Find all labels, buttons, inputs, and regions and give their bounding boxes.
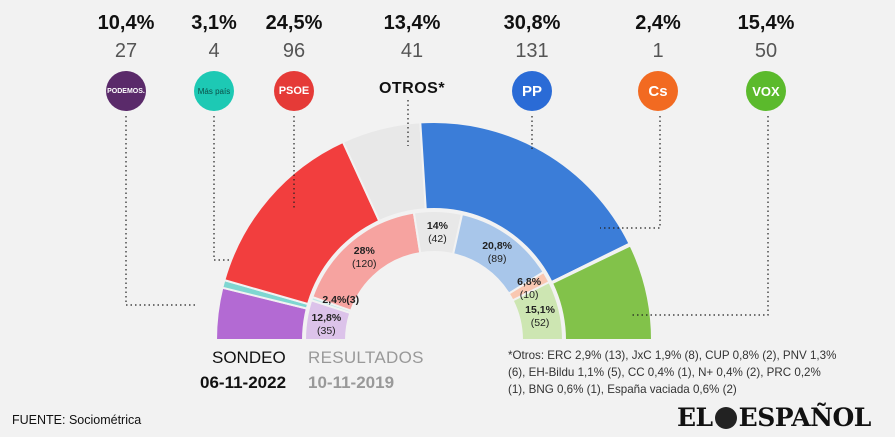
otros-pct: 13,4% <box>383 12 441 34</box>
resultados-pct-psoe: 28% <box>354 245 376 257</box>
source-label: FUENTE: Sociométrica <box>12 413 142 427</box>
mas-pais-seats: 4 <box>208 40 220 62</box>
podemos-logo-icon: PODEMOS. <box>106 71 146 111</box>
resultados-seats-vox: (52) <box>531 317 550 329</box>
resultados-seats-podemos: (35) <box>317 325 336 337</box>
resultados-pct-otros: 14% <box>427 220 449 232</box>
leader-line-mas-pais <box>213 116 232 261</box>
mas-pais-logo-icon: Más país <box>194 71 234 111</box>
resultados-pct-vox: 15,1% <box>525 304 555 316</box>
resultados-seats-otros: (42) <box>428 233 447 245</box>
otros-footnote: *Otros: ERC 2,9% (13), JxC 1,9% (8), CUP… <box>508 349 837 396</box>
resultados-label: RESULTADOS <box>308 348 424 367</box>
vox-pct: 15,4% <box>737 12 795 34</box>
brand-right: ESPAÑOL <box>738 403 872 432</box>
psoe-pct: 24,5% <box>265 12 323 34</box>
otros-seats: 41 <box>400 40 424 62</box>
podemos-pct: 10,4% <box>97 12 155 34</box>
resultados-pct-pp: 20,8% <box>482 240 512 252</box>
leader-line-cs <box>600 116 661 229</box>
otros-label: OTROS* <box>378 80 446 97</box>
cs-pct: 2,4% <box>635 12 681 34</box>
pp-logo-icon: PP <box>512 71 552 111</box>
podemos-seats: 27 <box>114 40 138 62</box>
cs-seats: 1 <box>652 40 664 62</box>
brand-logo: EL ESPAÑOL <box>677 403 871 432</box>
vox-logo-icon: VOX <box>746 71 786 111</box>
psoe-seats: 96 <box>282 40 306 62</box>
cs-logo-icon: Cs <box>638 71 678 111</box>
resultados-date: 10-11-2019 <box>308 373 395 392</box>
vox-seats: 50 <box>754 40 778 62</box>
resultados-pct-cs: 6,8% <box>517 276 542 288</box>
sondeo-label: SONDEO <box>212 348 286 367</box>
sondeo-date: 06-11-2022 <box>200 373 287 392</box>
resultados-seats-pp: (89) <box>488 253 507 265</box>
resultados-pct-podemos: 12,8% <box>311 312 341 324</box>
mas-pais-pct: 3,1% <box>191 12 237 34</box>
lion-icon <box>714 406 737 429</box>
resultados-seats-psoe: (120) <box>352 258 377 270</box>
resultados-seats-cs: (10) <box>520 289 539 301</box>
leader-line-vox <box>630 116 769 316</box>
psoe-logo-icon: PSOE <box>274 71 314 111</box>
pp-seats: 131 <box>515 40 549 62</box>
pp-pct: 30,8% <box>503 12 561 34</box>
leader-line-podemos <box>125 116 196 306</box>
brand-left: EL <box>677 403 713 432</box>
resultados-label-m-s-pa-s: 2,4%(3) <box>322 294 359 306</box>
